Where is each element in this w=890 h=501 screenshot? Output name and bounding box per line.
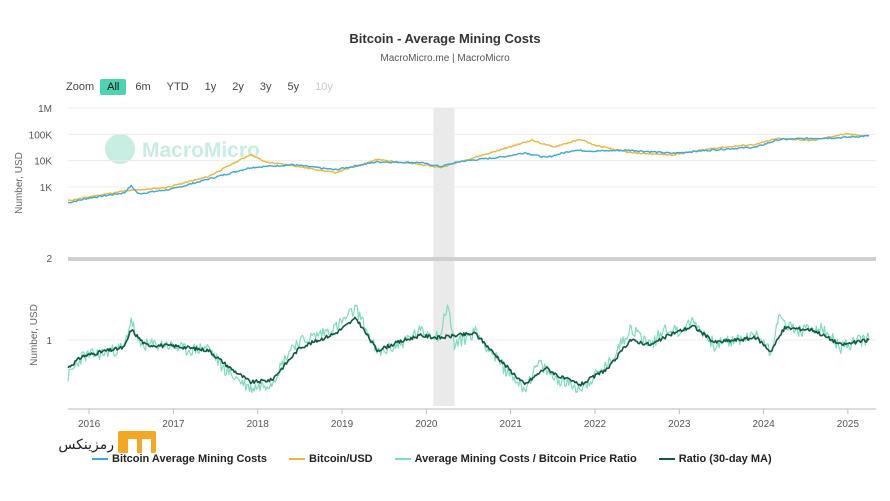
macromicro-watermark: MacroMicro: [105, 134, 260, 164]
x-tick-label: 2025: [837, 419, 860, 430]
zoom-10y-button[interactable]: 10y: [315, 81, 333, 93]
zoom-label: Zoom: [66, 81, 95, 93]
top-y-tick-label: 1K: [40, 183, 53, 194]
x-tick-label: 2021: [500, 419, 523, 430]
ratio-line: [67, 304, 870, 394]
x-tick-label: 2018: [247, 419, 270, 430]
x-tick-label: 2019: [331, 419, 354, 430]
legend-swatch-mining-cost: [92, 458, 108, 460]
zoom-5y-button[interactable]: 5y: [287, 81, 300, 93]
legend-swatch-btc-price: [289, 458, 306, 460]
legend-swatch-ratio: [394, 458, 411, 460]
top-y-tick-label: 100K: [29, 130, 53, 141]
top-y-tick-label: 10K: [34, 157, 52, 168]
x-tick-label: 2023: [668, 419, 691, 430]
x-tick-label: 2022: [584, 419, 607, 430]
x-tick-label: 2016: [78, 419, 101, 430]
legend-label-ratio: Average Mining Costs / Bitcoin Price Rat…: [414, 453, 637, 465]
legend-swatch-ratio-ma: [658, 458, 675, 460]
zoom-all-button[interactable]: All: [100, 79, 127, 95]
brand-text: رمزینکس: [58, 436, 114, 453]
mining-cost-line: [67, 134, 870, 204]
zoom-ytd-button[interactable]: YTD: [166, 81, 189, 93]
zoom-6m-button[interactable]: 6m: [135, 81, 151, 93]
top-y-tick-label: 2: [46, 254, 52, 265]
bottom-y-axis-label: Number, USD: [29, 304, 40, 366]
legend-item-btc-price[interactable]: Bitcoin/USD: [289, 453, 373, 465]
watermark-text: MacroMicro: [142, 139, 260, 162]
brand-logo: رمزینکس: [58, 431, 156, 453]
x-tick-label: 2020: [415, 419, 438, 430]
x-tick-label: 2024: [752, 419, 775, 430]
watermark-logo-icon: [105, 134, 135, 164]
legend-item-ratio-ma[interactable]: Ratio (30-day MA): [658, 453, 772, 465]
zoom-1y-button[interactable]: 1y: [204, 81, 217, 93]
chart-subtitle: MacroMicro.me | MacroMicro: [380, 53, 510, 64]
legend-label-btc-price: Bitcoin/USD: [309, 453, 373, 465]
chart-legend: Bitcoin Average Mining Costs Bitcoin/USD…: [92, 453, 794, 465]
zoom-3y-button[interactable]: 3y: [259, 81, 272, 93]
chart-title: Bitcoin - Average Mining Costs: [349, 31, 541, 46]
legend-label-mining-cost: Bitcoin Average Mining Costs: [112, 453, 268, 465]
zoom-toolbar: Zoom All 6m YTD 1y 2y 3y 5y 10y: [66, 79, 342, 95]
legend-item-mining-cost[interactable]: Bitcoin Average Mining Costs: [92, 453, 267, 465]
legend-label-ratio-ma: Ratio (30-day MA): [678, 453, 772, 465]
legend-item-ratio[interactable]: Average Mining Costs / Bitcoin Price Rat…: [394, 453, 637, 465]
top-y-axis-label: Number, USD: [14, 152, 25, 214]
zoom-2y-button[interactable]: 2y: [232, 81, 244, 93]
top-y-tick-label: 1M: [38, 104, 52, 115]
ratio-ma-line: [67, 316, 870, 387]
panel-separator: [68, 257, 876, 261]
x-tick-label: 2017: [162, 419, 185, 430]
bottom-y-tick-label: 1: [46, 336, 52, 347]
